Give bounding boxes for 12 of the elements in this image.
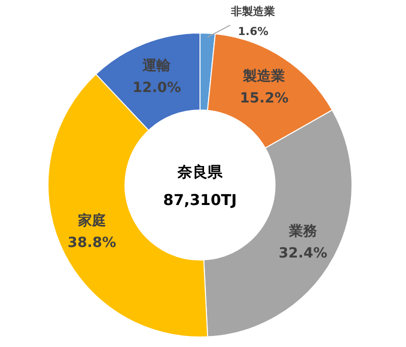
data-label: 32.4% (278, 246, 328, 262)
data-label: 38.8% (68, 234, 116, 251)
text: 87,310TJ (163, 191, 237, 209)
data-label: 1.6% (238, 25, 268, 38)
slice-label: 運輸 (142, 58, 172, 74)
data-label: 12.0% (132, 80, 182, 96)
text: 奈良県 (176, 163, 224, 181)
slice-label: 非製造業 (230, 5, 276, 18)
slice-label: 製造業 (242, 68, 286, 85)
slice-label: 家庭 (76, 212, 106, 229)
data-label: 15.2% (240, 90, 288, 107)
slice-label: 業務 (288, 224, 318, 240)
